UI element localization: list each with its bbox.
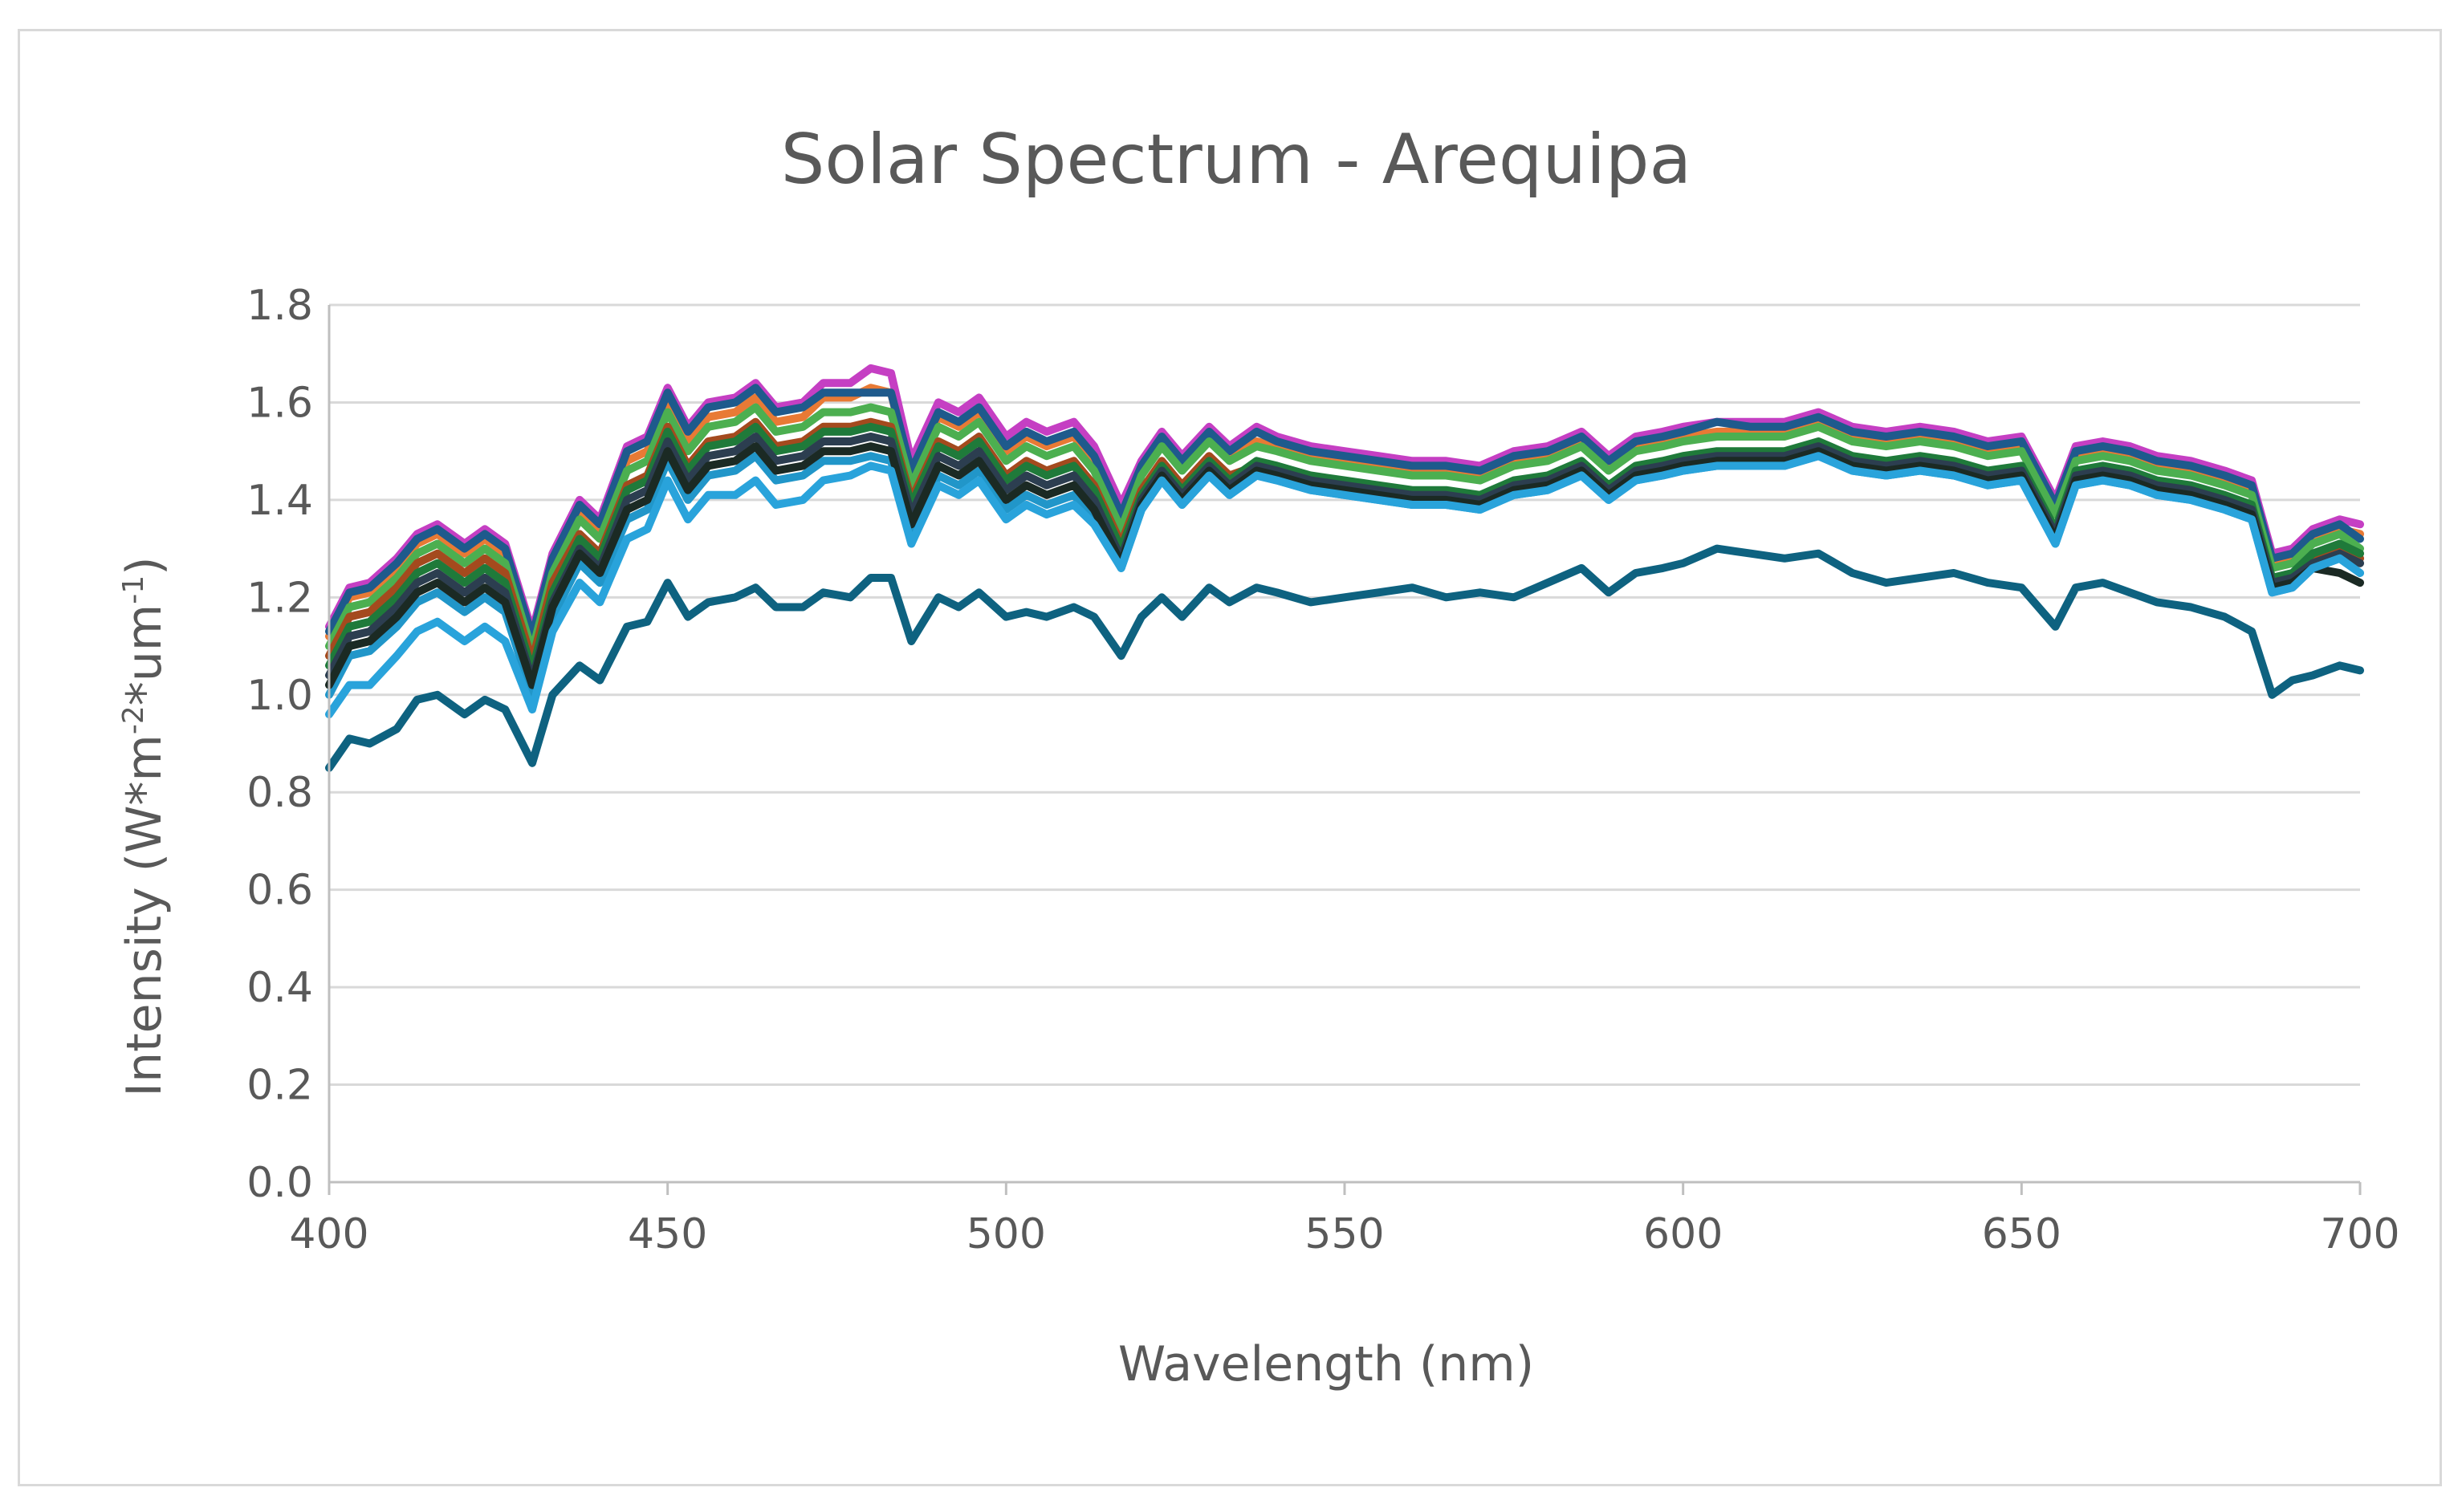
x-tick-label: 700	[2320, 1210, 2399, 1258]
chart-title: Solar Spectrum - Arequipa	[781, 120, 1691, 200]
y-tick-label: 1.4	[246, 477, 313, 525]
y-tick-label: 0.2	[246, 1062, 313, 1110]
y-tick-label: 1.2	[246, 574, 313, 622]
x-axis-title: Wavelength (nm)	[1118, 1336, 1534, 1392]
x-tick-label: 400	[289, 1210, 368, 1258]
series-line-4	[325, 403, 2364, 656]
y-axis-title: Intensity (W*m-2*um-1)	[116, 556, 173, 1096]
series-line-3	[325, 384, 2364, 640]
x-tick-label: 650	[1982, 1210, 2061, 1258]
series-line-6	[325, 422, 2364, 675]
y-tick-label: 1.6	[246, 379, 313, 427]
series-line-10	[325, 452, 2364, 719]
y-tick-label: 0.0	[246, 1159, 313, 1207]
series-line-7	[325, 433, 2364, 685]
x-tick-label: 550	[1304, 1210, 1384, 1258]
y-tick-label: 0.4	[246, 964, 313, 1012]
y-axis-ticks: 0.0 0.2 0.4 0.6 0.8 1.0 1.2 1.4 1.6 1.8	[246, 282, 313, 1207]
y-axis-title-suffix: )	[116, 556, 173, 575]
y-axis-title-sup2: -1	[117, 575, 150, 604]
y-tick-label: 0.6	[246, 867, 313, 915]
chart-frame	[18, 29, 2442, 1486]
y-axis-title-prefix: Intensity (W*m	[116, 734, 173, 1096]
gridlines	[329, 303, 2360, 1087]
y-tick-label: 0.8	[246, 769, 313, 817]
series-line-9	[325, 442, 2364, 689]
y-tick-label: 1.0	[246, 672, 313, 720]
x-axis-ticks: 400 450 500 550 600 650 700	[289, 1182, 2400, 1258]
y-tick-label: 1.8	[246, 282, 313, 330]
x-tick-label: 500	[966, 1210, 1046, 1258]
series-line-11	[325, 544, 2364, 772]
y-axis-title-middle: *um	[116, 604, 173, 705]
x-tick-label: 450	[628, 1210, 707, 1258]
x-tick-label: 600	[1643, 1210, 1723, 1258]
series-lines	[325, 364, 2364, 772]
series-line-1	[325, 364, 2364, 636]
y-axis-title-sup1: -2	[117, 705, 150, 734]
